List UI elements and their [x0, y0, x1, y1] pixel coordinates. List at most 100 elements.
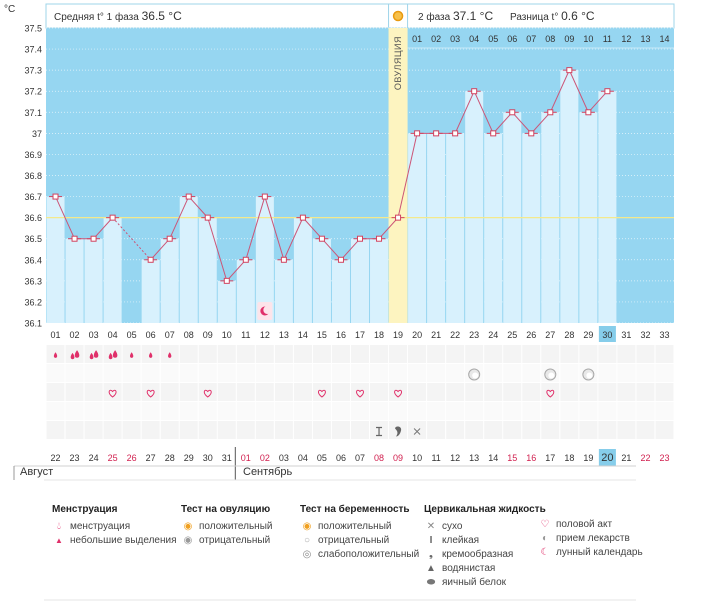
cycle-day-label: 03 — [89, 330, 99, 340]
temperature-bar — [217, 280, 236, 323]
today-date-box — [598, 449, 616, 466]
y-tick-label: 37.2 — [24, 87, 42, 97]
sun-icon — [392, 10, 404, 22]
marker-cell — [636, 345, 655, 363]
temperature-line-segment — [530, 111, 551, 134]
temperature-bar — [484, 133, 503, 323]
blood-drop-icon — [89, 352, 94, 360]
calendar-date-label: 01 — [241, 453, 251, 463]
cycle-day-label: 10 — [222, 330, 232, 340]
marker-cell — [389, 364, 408, 382]
temperature-bar — [274, 259, 293, 323]
marker-cell — [84, 364, 103, 382]
y-tick-label: 36.2 — [24, 297, 42, 307]
temperature-bar — [522, 133, 541, 323]
temperature-point — [242, 256, 249, 263]
cycle-day-label: 12 — [260, 330, 270, 340]
marker-cell — [65, 364, 84, 382]
marker-cell — [236, 383, 255, 401]
ovulation-band — [388, 28, 408, 323]
marker-cell — [598, 402, 617, 420]
marker-cell — [370, 383, 389, 401]
legend-label: отрицательный — [318, 535, 390, 546]
y-tick-label: 37.4 — [24, 45, 42, 55]
temperature-line-segment — [188, 196, 209, 218]
small-drop-icon: ▲ — [55, 536, 63, 545]
circle-test-icon: ○ — [303, 535, 311, 546]
calendar-date-label: 23 — [70, 453, 80, 463]
y-tick-label: 36.6 — [24, 213, 42, 223]
sun-icon: ◉ — [183, 521, 193, 532]
sticky-icon: I — [429, 535, 433, 546]
marker-cell — [484, 345, 503, 363]
blood-drop-icon — [108, 352, 113, 360]
legend-label: отрицательный — [199, 535, 271, 546]
drop-shape-icon: ▲ — [426, 563, 436, 574]
marker-cell — [579, 383, 598, 401]
marker-cell — [198, 364, 217, 382]
marker-cell — [484, 383, 503, 401]
marker-cell — [65, 402, 84, 420]
difference-label: Разница t° — [510, 12, 561, 23]
marker-cell — [503, 364, 522, 382]
marker-cell — [446, 383, 465, 401]
temperature-bar — [350, 238, 370, 323]
heart-icon — [394, 389, 402, 398]
marker-cell — [274, 364, 293, 382]
marker-cell — [484, 402, 503, 420]
temperature-line-segment — [549, 69, 570, 113]
marker-cell — [179, 421, 198, 439]
marker-cell — [122, 383, 141, 401]
legend-ovulation-test: Тест на овуляцию ◉ положительный ◉ отрицат… — [181, 504, 272, 548]
marker-cell — [560, 364, 579, 382]
marker-cell — [84, 402, 103, 420]
legend-item-creamy: ❟ кремообразная — [424, 548, 546, 562]
temperature-point — [166, 235, 173, 242]
marker-cell — [293, 345, 312, 363]
temperature-point — [109, 214, 116, 221]
temperature-line-segment — [93, 217, 113, 240]
legend-item-egg-white: ⬬ яичный белок — [424, 576, 546, 590]
marker-cell — [389, 402, 408, 420]
marker-cell — [446, 364, 465, 382]
small-drop-icon — [168, 352, 172, 358]
legend-label: лунный календарь — [556, 547, 643, 558]
marker-cell — [255, 421, 274, 439]
y-tick-label: 37.3 — [24, 66, 42, 76]
ovulation-label: ОВУЛЯЦИЯ — [393, 36, 403, 90]
legend-cervical-fluid-title: Цервикальная жидкость — [424, 504, 546, 515]
marker-cell — [293, 383, 312, 401]
marker-cell — [598, 364, 617, 382]
marker-cell — [446, 421, 465, 439]
marker-cell — [465, 383, 484, 401]
marker-cell — [579, 345, 598, 363]
marker-cell — [636, 421, 655, 439]
marker-cell — [122, 421, 141, 439]
marker-cell — [179, 364, 198, 382]
temperature-point — [318, 235, 325, 242]
marker-cell — [598, 421, 617, 439]
legend-item-pregnancy-weak: ◎ слабоположительный — [300, 548, 420, 562]
marker-cell — [446, 345, 465, 363]
temperature-point — [223, 277, 230, 284]
cycle-day-label: 19 — [393, 330, 403, 340]
post-ovulation-day-label: 14 — [659, 34, 669, 44]
sun-icon: ◉ — [302, 521, 312, 532]
marker-cell — [522, 421, 541, 439]
marker-cell — [427, 402, 446, 420]
marker-cell — [160, 402, 179, 420]
marker-cell — [331, 364, 350, 382]
creamy-icon: ❟ — [429, 549, 433, 560]
cycle-day-label: 02 — [70, 330, 80, 340]
temperature-point — [528, 130, 535, 137]
marker-cell — [198, 421, 217, 439]
marker-cell — [484, 364, 503, 382]
marker-cell — [598, 345, 617, 363]
marker-cell — [46, 383, 65, 401]
temperature-line-segment — [492, 111, 513, 134]
legend-item-dry: ✕ сухо — [424, 520, 546, 534]
marker-cell — [331, 421, 350, 439]
legend-label: небольшие выделения — [70, 535, 177, 546]
temperature-line-segment — [340, 238, 361, 261]
legend-item-ovulation-positive: ◉ положительный — [181, 520, 273, 534]
